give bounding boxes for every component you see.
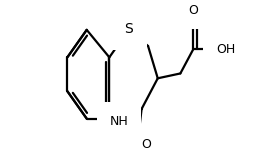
Text: S: S (124, 22, 133, 36)
Text: OH: OH (216, 43, 235, 56)
Text: O: O (188, 4, 198, 17)
Text: O: O (142, 138, 151, 151)
Text: NH: NH (110, 115, 129, 128)
